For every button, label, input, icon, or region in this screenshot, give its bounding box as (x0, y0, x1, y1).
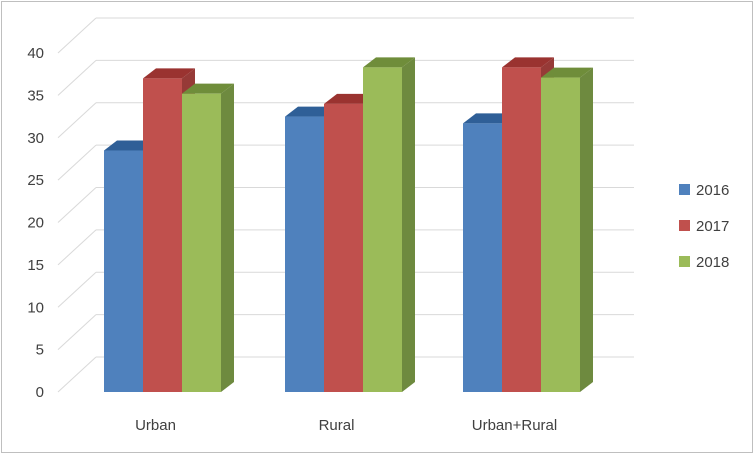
y-tick-label: 20 (27, 215, 44, 232)
bar-chart: 0 5 10 15 20 25 30 35 40 Urban Rural Urban+Rural 2… (27, 17, 729, 434)
gridline-diagonal (57, 314, 97, 350)
gridline-diagonal (57, 271, 97, 308)
bar-top (502, 57, 554, 68)
legend-swatch-2018 (679, 256, 690, 267)
legend-swatch-2017 (679, 220, 690, 231)
y-tick-label: 40 (27, 45, 44, 62)
y-tick-label: 30 (27, 130, 44, 147)
y-tick-label: 0 (36, 384, 44, 401)
legend-swatch-2016 (679, 184, 690, 195)
legend-label-2016: 2016 (696, 182, 729, 199)
legend: 2016 2017 2018 (679, 182, 729, 271)
bar-top (143, 68, 195, 79)
chart-frame: 0 5 10 15 20 25 30 35 40 Urban Rural Urban+Rural 2… (1, 1, 753, 453)
bar-top (182, 83, 234, 94)
bar-front (104, 150, 143, 392)
legend-label-2017: 2017 (696, 218, 729, 235)
bar-front (182, 93, 221, 393)
x-axis-ticks: Urban Rural Urban+Rural (135, 417, 557, 434)
legend-label-2018: 2018 (696, 254, 729, 271)
y-tick-label: 5 (36, 342, 44, 359)
bar-urban-2018 (182, 83, 234, 393)
bar-top (363, 57, 415, 68)
bar-front (541, 77, 580, 392)
bar-side (402, 57, 415, 392)
bar-front (285, 116, 324, 392)
x-tick-label: Urban+Rural (472, 417, 557, 434)
bar-side (580, 67, 593, 392)
bar-front (463, 123, 502, 392)
gridline-diagonal (57, 187, 97, 223)
x-tick-label: Rural (319, 417, 355, 434)
bar-top (541, 67, 593, 78)
y-tick-label: 35 (27, 87, 44, 104)
gridline-diagonal (57, 60, 97, 96)
bar-front (363, 67, 402, 392)
bar-front (324, 103, 363, 392)
x-tick-label: Urban (135, 417, 176, 434)
gridline-diagonal (57, 144, 97, 181)
bar-front (502, 67, 541, 392)
bar-side (221, 83, 234, 393)
bar-front (143, 78, 182, 393)
gridline-diagonal (57, 17, 97, 54)
gridline-diagonal (57, 102, 97, 139)
y-tick-label: 25 (27, 172, 44, 189)
y-tick-label: 15 (27, 257, 44, 274)
bars (104, 57, 593, 393)
y-axis-ticks: 0 5 10 15 20 25 30 35 40 (27, 45, 44, 401)
gridline-diagonal (57, 356, 97, 393)
bar-rural-2018 (363, 57, 415, 392)
bar-urban-rural-2018 (541, 67, 593, 392)
y-tick-label: 10 (27, 299, 44, 316)
gridline-diagonal (57, 229, 97, 266)
